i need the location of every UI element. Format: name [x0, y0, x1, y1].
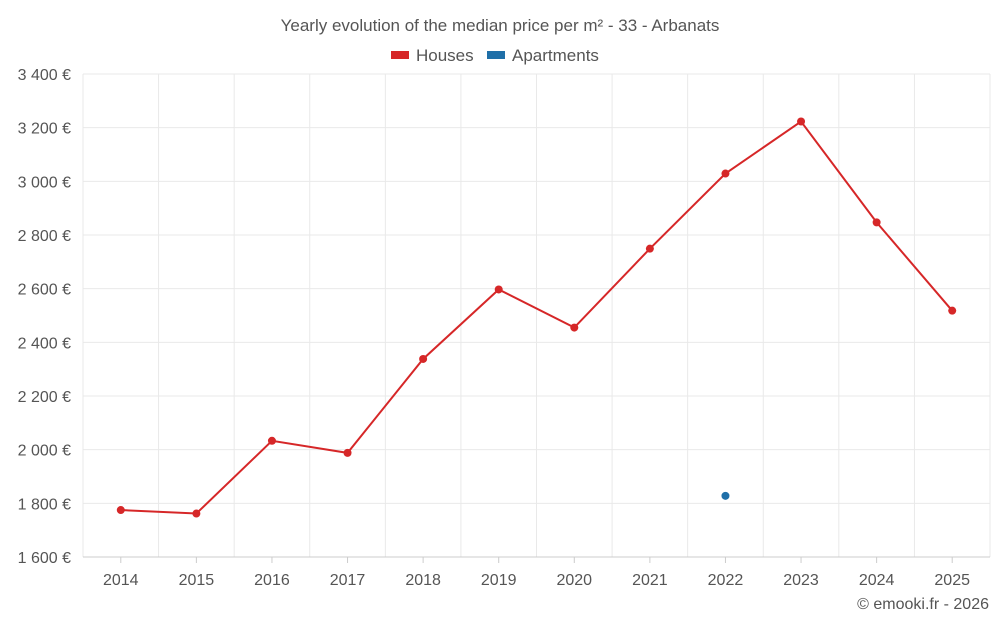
x-tick-label: 2014 [103, 572, 139, 589]
x-tick-label: 2021 [632, 572, 668, 589]
series-line-houses [120, 120, 953, 515]
x-tick-label: 2024 [859, 572, 895, 589]
x-tick-label: 2023 [783, 572, 819, 589]
series-houses [116, 117, 957, 518]
x-tick-label: 2017 [330, 572, 366, 589]
y-tick-label: 2 400 € [18, 335, 71, 352]
x-tick-label: 2025 [934, 572, 970, 589]
x-tick-label: 2018 [405, 572, 441, 589]
data-point-houses[interactable] [797, 117, 806, 126]
axes: 1 600 € 1 800 € 2 000 € 2 200 € 2 400 € 2 600… [18, 67, 990, 589]
x-tick-label: 2015 [179, 572, 215, 589]
series-apartments [721, 491, 730, 500]
x-tick-label: 2019 [481, 572, 517, 589]
legend-label-houses: Houses [416, 46, 474, 65]
data-point-houses[interactable] [645, 244, 654, 253]
data-point-houses[interactable] [267, 436, 276, 445]
data-point-houses[interactable] [948, 306, 957, 315]
legend-item-apartments[interactable]: Apartments [487, 46, 599, 65]
data-point-houses[interactable] [419, 354, 428, 363]
data-point-houses[interactable] [116, 506, 125, 515]
data-point-houses[interactable] [192, 509, 201, 518]
data-point-apartments[interactable] [721, 491, 730, 500]
y-tick-label: 3 000 € [18, 174, 71, 191]
legend-swatch-houses [391, 51, 409, 59]
y-tick-label: 2 800 € [18, 228, 71, 245]
y-tick-label: 1 800 € [18, 496, 71, 513]
series [116, 117, 957, 518]
legend-item-houses[interactable]: Houses [391, 46, 474, 65]
y-tick-label: 2 200 € [18, 389, 71, 406]
legend-label-apartments: Apartments [512, 46, 599, 65]
y-tick-label: 3 400 € [18, 67, 71, 84]
legend-swatch-apartments [487, 51, 505, 59]
y-tick-label: 1 600 € [18, 550, 71, 567]
chart-title: Yearly evolution of the median price per… [281, 16, 720, 35]
grid [82, 73, 991, 557]
data-point-houses[interactable] [494, 285, 503, 294]
credit-text: © emooki.fr - 2026 [857, 596, 989, 613]
x-tick-label: 2022 [708, 572, 744, 589]
x-tick-label: 2020 [556, 572, 592, 589]
y-tick-label: 2 000 € [18, 443, 71, 460]
y-tick-label: 2 600 € [18, 282, 71, 299]
legend: Houses Apartments [391, 46, 599, 65]
data-point-houses[interactable] [343, 448, 352, 457]
data-point-houses[interactable] [872, 218, 881, 227]
x-tick-label: 2016 [254, 572, 290, 589]
data-point-houses[interactable] [570, 323, 579, 332]
data-point-houses[interactable] [721, 169, 730, 178]
y-tick-label: 3 200 € [18, 121, 71, 138]
